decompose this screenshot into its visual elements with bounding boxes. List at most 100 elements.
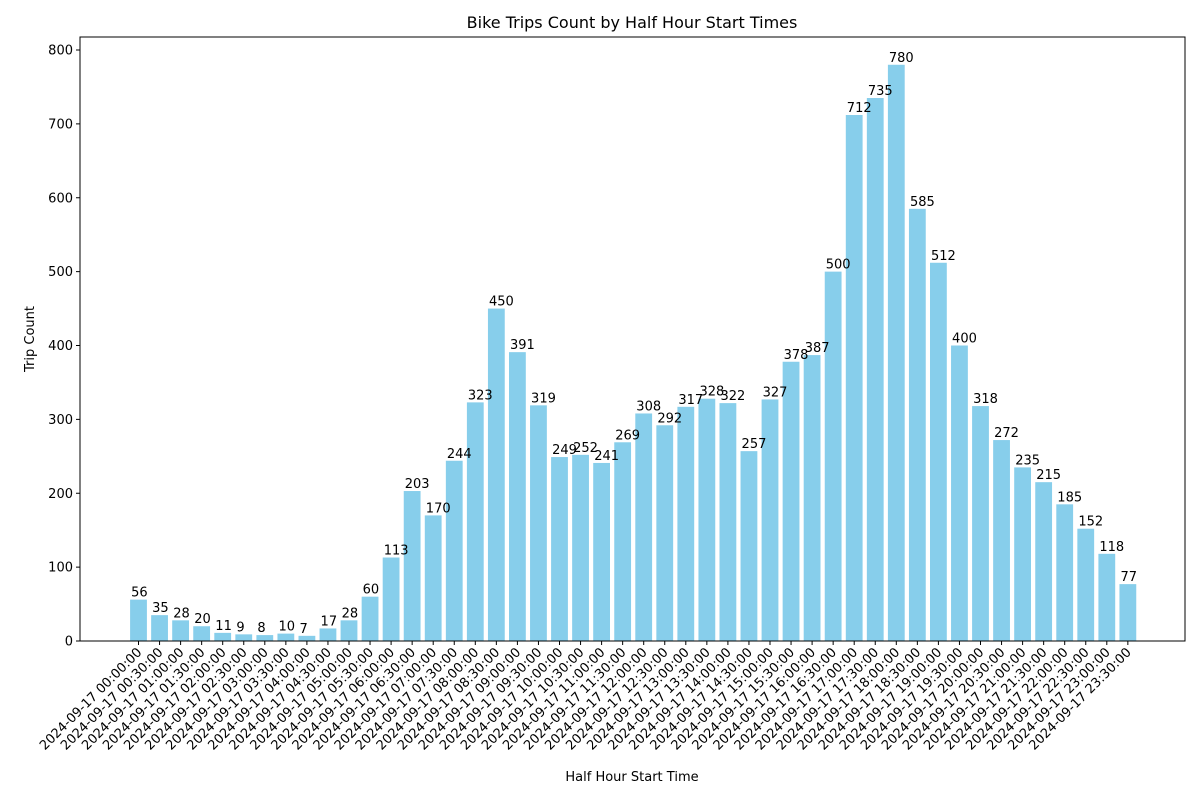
bars-layer bbox=[130, 64, 1137, 642]
bar-value-label: 249 bbox=[552, 443, 577, 458]
bar-value-label: 269 bbox=[615, 428, 640, 443]
chart-title: Bike Trips Count by Half Hour Start Time… bbox=[467, 13, 798, 32]
bar bbox=[824, 271, 842, 642]
bar bbox=[151, 615, 168, 641]
bar-value-label: 257 bbox=[742, 437, 767, 452]
bar bbox=[782, 361, 800, 641]
bar bbox=[403, 491, 421, 641]
bar bbox=[530, 405, 547, 641]
bar bbox=[656, 425, 674, 641]
bar-value-label: 11 bbox=[215, 619, 232, 634]
bar-value-label: 318 bbox=[973, 392, 998, 407]
bar bbox=[1014, 467, 1031, 641]
bar-value-label: 118 bbox=[1099, 540, 1124, 555]
bar bbox=[593, 462, 610, 641]
bar-value-label: 60 bbox=[363, 583, 380, 598]
bar-value-label: 17 bbox=[321, 614, 338, 629]
bar-value-label: 28 bbox=[173, 606, 190, 621]
bar-value-label: 327 bbox=[763, 385, 788, 400]
bar-value-label: 328 bbox=[699, 385, 724, 400]
bar bbox=[1098, 553, 1116, 641]
bar bbox=[614, 442, 632, 641]
bar bbox=[487, 308, 505, 641]
y-tick-label: 800 bbox=[48, 44, 73, 59]
bar-value-label: 317 bbox=[678, 393, 703, 408]
bar bbox=[214, 632, 232, 641]
bar bbox=[340, 620, 358, 641]
bar bbox=[719, 403, 737, 641]
bar-value-label: 391 bbox=[510, 338, 535, 353]
bar-value-label: 56 bbox=[131, 586, 148, 601]
bar-value-label: 272 bbox=[994, 426, 1019, 441]
bar bbox=[1119, 584, 1137, 641]
bar-value-label: 780 bbox=[889, 51, 914, 66]
bar bbox=[172, 620, 189, 641]
bar-value-label: 10 bbox=[278, 620, 295, 635]
bar bbox=[319, 628, 337, 641]
bar bbox=[677, 406, 695, 641]
bar bbox=[951, 345, 968, 641]
bar bbox=[887, 64, 905, 641]
bar-value-label: 28 bbox=[342, 606, 359, 621]
bar-value-label: 400 bbox=[952, 332, 977, 347]
bar-value-label: 235 bbox=[1015, 453, 1040, 468]
y-axis-title: Trip Count bbox=[23, 306, 38, 373]
bar bbox=[298, 635, 316, 641]
bar-value-label: 735 bbox=[868, 84, 893, 99]
bar bbox=[635, 413, 653, 641]
bar-value-label: 20 bbox=[194, 612, 211, 627]
bar bbox=[382, 557, 400, 641]
y-tick-label: 0 bbox=[65, 635, 73, 650]
x-axis-title: Half Hour Start Time bbox=[565, 770, 698, 785]
bar bbox=[698, 398, 716, 641]
bar bbox=[803, 355, 821, 641]
bar bbox=[256, 635, 274, 641]
bar-value-label: 35 bbox=[152, 601, 169, 616]
bar-value-label: 308 bbox=[636, 399, 661, 414]
bar bbox=[509, 352, 526, 641]
bar bbox=[235, 634, 253, 641]
bar bbox=[845, 115, 863, 641]
y-tick-label: 700 bbox=[48, 117, 73, 132]
bar bbox=[1056, 504, 1074, 641]
bar-value-label: 292 bbox=[657, 411, 682, 426]
plot-frame bbox=[79, 36, 1186, 642]
bar bbox=[130, 599, 147, 641]
bar-value-label: 378 bbox=[784, 348, 809, 363]
bar-value-label: 450 bbox=[489, 295, 514, 310]
bar-value-label: 712 bbox=[847, 101, 872, 116]
bar bbox=[1035, 482, 1053, 641]
bar-value-label: 203 bbox=[405, 477, 430, 492]
bar bbox=[930, 262, 947, 641]
bar bbox=[866, 98, 884, 641]
bar bbox=[424, 515, 442, 641]
bar-value-label: 185 bbox=[1057, 490, 1082, 505]
y-tick-label: 300 bbox=[48, 413, 73, 428]
bar-value-label: 500 bbox=[826, 258, 851, 273]
y-tick-label: 400 bbox=[48, 339, 73, 354]
bar bbox=[740, 451, 758, 641]
bar-value-label: 170 bbox=[426, 501, 451, 516]
bar-value-label: 8 bbox=[257, 621, 265, 636]
bar-value-label: 152 bbox=[1078, 515, 1103, 530]
y-tick-label: 500 bbox=[48, 265, 73, 280]
bar bbox=[277, 633, 295, 641]
bar-value-label: 215 bbox=[1036, 468, 1061, 483]
y-tick-label: 200 bbox=[48, 487, 73, 502]
bar-value-label: 241 bbox=[594, 449, 619, 464]
bar bbox=[551, 457, 568, 641]
bar-value-label: 7 bbox=[300, 622, 308, 637]
y-axis: 0 100 200 300 400 500 600 700 800 bbox=[48, 44, 80, 650]
bar bbox=[466, 402, 484, 641]
bar-value-label: 323 bbox=[468, 388, 493, 403]
y-tick-label: 100 bbox=[48, 561, 73, 576]
bar bbox=[908, 208, 926, 641]
bar-value-label: 9 bbox=[236, 620, 244, 635]
bar-value-label: 252 bbox=[573, 441, 598, 456]
bar-value-label: 585 bbox=[910, 195, 935, 210]
bar-value-label: 244 bbox=[447, 447, 472, 462]
bar-value-label: 322 bbox=[721, 389, 746, 404]
bar-value-label: 319 bbox=[531, 391, 556, 406]
